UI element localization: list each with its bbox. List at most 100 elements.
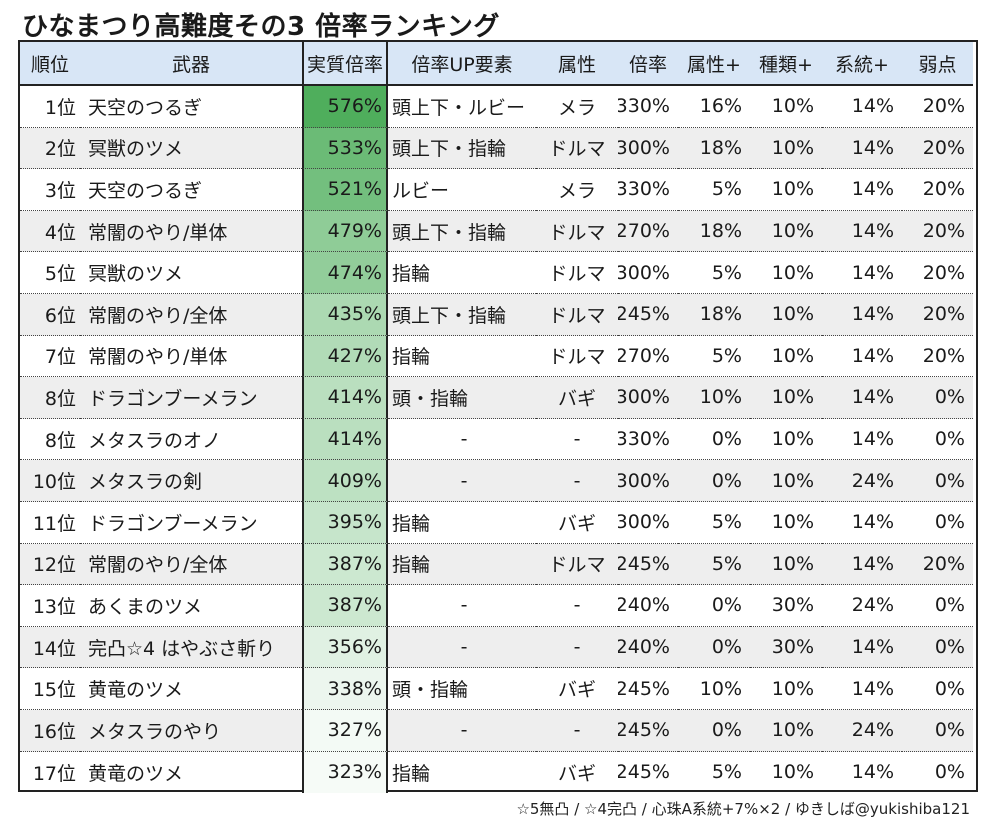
multiplier-cell: 245% [618, 761, 670, 784]
kind-plus-cell: 10% [750, 252, 822, 294]
rank-cell: 7位 [20, 336, 80, 378]
multiplier-up-cell: 指輪 [388, 543, 536, 586]
multiplier-cell: 300% [618, 377, 678, 419]
multiplier-up-cell: 頭上下・ルビー [388, 86, 536, 128]
rank-cell: 8位 [20, 377, 80, 419]
weapon-cell: 常闇のやり/単体 [80, 210, 302, 253]
weapon-cell: 天空のつるぎ [80, 169, 302, 211]
attribute-cell: ドルマ [536, 127, 618, 170]
multiplier-cell: 245% [618, 668, 678, 710]
line-plus-cell: 14% [822, 293, 902, 336]
attribute-plus-cell: 18% [678, 127, 750, 170]
weapon-cell: 常闇のやり/単体 [80, 336, 302, 378]
header-weapon: 武器 [80, 42, 302, 86]
multiplier-cell: 330% [618, 419, 678, 461]
multiplier-up-cell: 指輪 [392, 762, 431, 785]
multiplier-up-cell: ルビー [388, 169, 536, 211]
rank-cell: 5位 [20, 252, 80, 294]
rank-cell: 11位 [20, 502, 80, 544]
effective-multiplier-cell: 327% [302, 709, 388, 752]
line-plus-cell: 14% [822, 626, 902, 669]
weakness-cell: 0% [902, 419, 973, 461]
effective-multiplier-cell: 521% [302, 169, 388, 211]
multiplier-cell: 245% [618, 543, 678, 586]
ranking-table: 順位 武器 実質倍率 倍率UP要素 属性 倍率 属性+ 種類+ 系統+ 弱点 1… [18, 40, 978, 794]
kind-plus-cell: 10% [750, 210, 822, 253]
weapon-cell: 完凸☆4 はやぶさ斬り [80, 626, 302, 669]
effective-multiplier-cell: 414% [302, 377, 388, 419]
weakness-cell: 0% [902, 460, 973, 502]
weakness-cell: 20% [902, 210, 973, 253]
multiplier-cell: 240% [618, 585, 678, 627]
header-weakness: 弱点 [902, 42, 973, 86]
line-plus-cell: 14% [851, 761, 894, 784]
line-plus-cell: 14% [822, 169, 902, 211]
weakness-cell: 0% [902, 585, 973, 627]
weapon-cell: メタスラのオノ [80, 419, 302, 461]
rank-cell: 12位 [20, 543, 80, 586]
weapon-cell: 黄竜のツメ [88, 762, 184, 785]
attribute-cell: バギ [536, 502, 618, 544]
weakness-cell: 0% [902, 502, 973, 544]
attribute-plus-cell: 5% [711, 761, 742, 784]
header-attribute-plus: 属性+ [678, 42, 750, 86]
rank-cell: 3位 [20, 169, 80, 211]
multiplier-up-cell: - [388, 585, 536, 627]
effective-multiplier-cell: 533% [302, 127, 388, 170]
line-plus-cell: 14% [822, 210, 902, 253]
multiplier-cell: 300% [618, 502, 678, 544]
line-plus-cell: 24% [822, 585, 902, 627]
multiplier-cell: 330% [618, 86, 678, 128]
weapon-cell: 天空のつるぎ [80, 86, 302, 128]
line-plus-cell: 14% [822, 419, 902, 461]
kind-plus-cell: 10% [750, 169, 822, 211]
multiplier-cell: 300% [618, 460, 678, 502]
weapon-cell: メタスラのやり [80, 709, 302, 752]
line-plus-cell: 14% [822, 86, 902, 128]
multiplier-up-cell: - [388, 626, 536, 669]
weapon-cell: ドラゴンブーメラン [80, 502, 302, 544]
attribute-plus-cell: 16% [678, 86, 750, 128]
attribute-plus-cell: 5% [678, 169, 750, 211]
weakness-cell: 20% [902, 293, 973, 336]
effective-multiplier-cell: 395% [302, 501, 388, 544]
effective-multiplier-cell: 338% [302, 668, 388, 710]
rank-cell: 15位 [20, 668, 80, 710]
attribute-plus-cell: 0% [678, 419, 750, 461]
multiplier-cell: 300% [618, 252, 678, 294]
weapon-cell: 冥獣のツメ [80, 252, 302, 294]
weakness-cell: 20% [902, 127, 973, 170]
kind-plus-cell: 10% [750, 293, 822, 336]
effective-multiplier-cell: 427% [302, 335, 388, 378]
kind-plus-cell: 10% [750, 127, 822, 170]
attribute-plus-cell: 18% [678, 210, 750, 253]
attribute-plus-cell: 0% [678, 709, 750, 752]
rank-cell: 13位 [20, 585, 80, 627]
multiplier-up-cell: - [388, 460, 536, 502]
multiplier-cell: 300% [618, 127, 678, 170]
multiplier-cell: 270% [618, 336, 678, 378]
multiplier-cell: 245% [618, 709, 678, 752]
kind-plus-cell: 10% [750, 502, 822, 544]
attribute-plus-cell: 10% [678, 668, 750, 710]
weapon-cell: 冥獣のツメ [80, 127, 302, 170]
attribute-cell: - [536, 585, 618, 627]
attribute-cell: - [536, 460, 618, 502]
kind-plus-cell: 10% [750, 543, 822, 586]
effective-multiplier-cell: 387% [302, 585, 388, 627]
attribute-cell: バギ [536, 377, 618, 419]
multiplier-up-cell: 指輪 [388, 336, 536, 378]
line-plus-cell: 24% [822, 709, 902, 752]
weakness-cell: 20% [902, 169, 973, 211]
attribute-cell: ドルマ [536, 293, 618, 336]
kind-plus-cell: 10% [750, 86, 822, 128]
header-effective-multiplier: 実質倍率 [302, 42, 388, 86]
attribute-plus-cell: 18% [678, 293, 750, 336]
attribute-cell: - [536, 419, 618, 461]
rank-cell: 16位 [20, 709, 80, 752]
header-multiplier-up: 倍率UP要素 [388, 42, 536, 86]
weapon-cell: ドラゴンブーメラン [80, 377, 302, 419]
page-title: ひなまつり高難度その3 倍率ランキング [22, 12, 500, 42]
attribute-plus-cell: 5% [678, 252, 750, 294]
kind-plus-cell: 10% [750, 419, 822, 461]
